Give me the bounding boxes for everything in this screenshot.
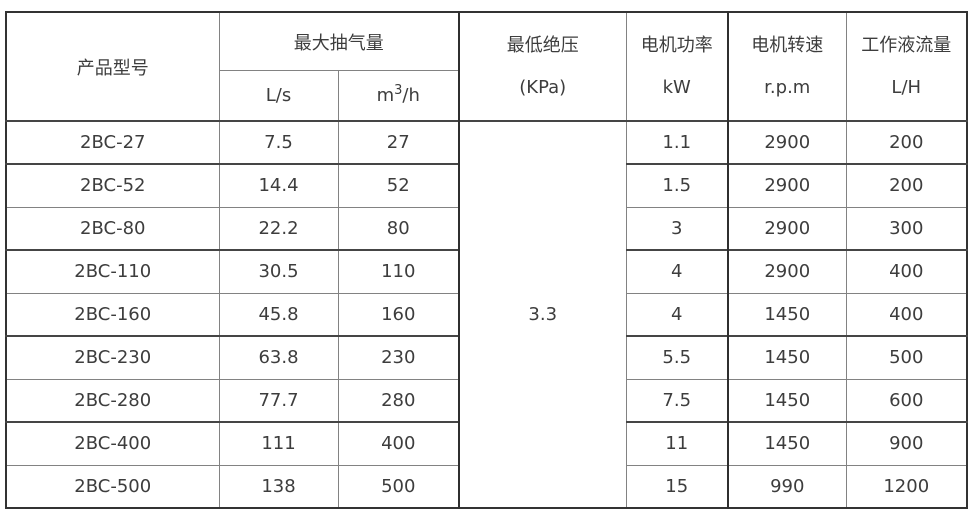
- cell-flow: 500: [845, 335, 968, 380]
- m3h-superscript: 3: [394, 83, 403, 98]
- cell-speed: 1450: [727, 335, 847, 380]
- cell-min-pressure-merged: 3.3: [458, 120, 627, 509]
- cell-power: 7.5: [625, 378, 729, 423]
- cell-m3h: 160: [337, 292, 460, 337]
- cell-flow: 1200: [845, 464, 968, 509]
- cell-power: 3: [625, 206, 729, 251]
- m3h-base: m: [376, 85, 395, 106]
- table-row: 2BC-500 138 500 15 990 1200: [5, 464, 968, 509]
- cell-lps: 14.4: [218, 163, 339, 208]
- cell-m3h: 280: [337, 378, 460, 423]
- m3h-rest: /h: [402, 85, 420, 106]
- table-row: 2BC-27 7.5 27 3.3 1.1 2900 200: [5, 120, 968, 509]
- cell-power: 4: [625, 249, 729, 294]
- cell-lps: 111: [218, 421, 339, 466]
- cell-flow: 200: [845, 163, 968, 208]
- cell-power: 15: [625, 464, 729, 509]
- header-unit-m3h: m3/h: [337, 70, 460, 122]
- cell-lps: 30.5: [218, 249, 339, 294]
- cell-flow: 400: [845, 249, 968, 294]
- cell-model: 2BC-52: [5, 163, 220, 208]
- cell-speed: 1450: [727, 421, 847, 466]
- header-working-liquid-flow-label: 工作液流量: [861, 34, 952, 56]
- table-row: 2BC-230 63.8 230 5.5 1450 500: [5, 335, 968, 380]
- header-min-abs-pressure-unit: (KPa): [519, 76, 567, 98]
- cell-m3h: 80: [337, 206, 460, 251]
- header-motor-power-label: 电机功率: [640, 34, 713, 56]
- table-row: 2BC-110 30.5 110 4 2900 400: [5, 249, 968, 294]
- cell-speed: 2900: [727, 206, 847, 251]
- cell-model: 2BC-160: [5, 292, 220, 337]
- cell-flow: 200: [845, 120, 968, 165]
- header-min-abs-pressure-label: 最低绝压: [506, 34, 579, 56]
- cell-lps: 45.8: [218, 292, 339, 337]
- cell-speed: 2900: [727, 120, 847, 165]
- header-working-liquid-flow: 工作液流量 L/H: [845, 11, 968, 122]
- cell-model: 2BC-230: [5, 335, 220, 380]
- cell-lps: 138: [218, 464, 339, 509]
- header-motor-speed-label: 电机转速: [751, 34, 824, 56]
- header-product-model: 产品型号: [5, 11, 220, 122]
- cell-speed: 990: [727, 464, 847, 509]
- header-row-2: L/s m3/h: [6, 70, 967, 122]
- cell-model: 2BC-80: [5, 206, 220, 251]
- cell-power: 4: [625, 292, 729, 337]
- cell-flow: 300: [845, 206, 968, 251]
- cell-speed: 2900: [727, 163, 847, 208]
- cell-power: 5.5: [625, 335, 729, 380]
- header-motor-power-unit: kW: [662, 76, 691, 98]
- cell-lps: 77.7: [218, 378, 339, 423]
- cell-speed: 1450: [727, 378, 847, 423]
- cell-lps: 7.5: [218, 120, 339, 165]
- header-motor-speed-unit: r.p.m: [764, 76, 811, 98]
- header-min-abs-pressure: 最低绝压 (KPa): [458, 11, 627, 122]
- cell-model: 2BC-400: [5, 421, 220, 466]
- cell-model: 2BC-280: [5, 378, 220, 423]
- table-row: 2BC-80 22.2 80 3 2900 300: [5, 206, 968, 251]
- header-working-liquid-flow-unit: L/H: [891, 76, 922, 98]
- header-motor-speed: 电机转速 r.p.m: [727, 11, 847, 122]
- cell-speed: 2900: [727, 249, 847, 294]
- cell-power: 11: [625, 421, 729, 466]
- cell-model: 2BC-110: [5, 249, 220, 294]
- cell-m3h: 110: [337, 249, 460, 294]
- cell-m3h: 230: [337, 335, 460, 380]
- cell-model: 2BC-27: [5, 120, 220, 165]
- cell-m3h: 500: [337, 464, 460, 509]
- cell-m3h: 27: [337, 120, 460, 165]
- table-row: 2BC-400 111 400 11 1450 900: [5, 421, 968, 466]
- cell-speed: 1450: [727, 292, 847, 337]
- cell-model: 2BC-500: [5, 464, 220, 509]
- header-unit-ls: L/s: [218, 70, 339, 122]
- cell-power: 1.1: [625, 120, 729, 165]
- cell-m3h: 400: [337, 421, 460, 466]
- cell-lps: 63.8: [218, 335, 339, 380]
- table-row: 2BC-160 45.8 160 4 1450 400: [5, 292, 968, 337]
- cell-flow: 900: [845, 421, 968, 466]
- spec-table: 产品型号 最大抽气量 最低绝压 (KPa) 电机功率 kW 电机转速 r.p.m…: [5, 11, 968, 509]
- header-max-pumping-capacity: 最大抽气量: [218, 11, 460, 71]
- cell-lps: 22.2: [218, 206, 339, 251]
- cell-flow: 600: [845, 378, 968, 423]
- cell-flow: 400: [845, 292, 968, 337]
- cell-m3h: 52: [337, 163, 460, 208]
- cell-power: 1.5: [625, 163, 729, 208]
- header-row-1: 产品型号 最大抽气量 最低绝压 (KPa) 电机功率 kW 电机转速 r.p.m…: [5, 11, 968, 122]
- header-motor-power: 电机功率 kW: [625, 11, 729, 122]
